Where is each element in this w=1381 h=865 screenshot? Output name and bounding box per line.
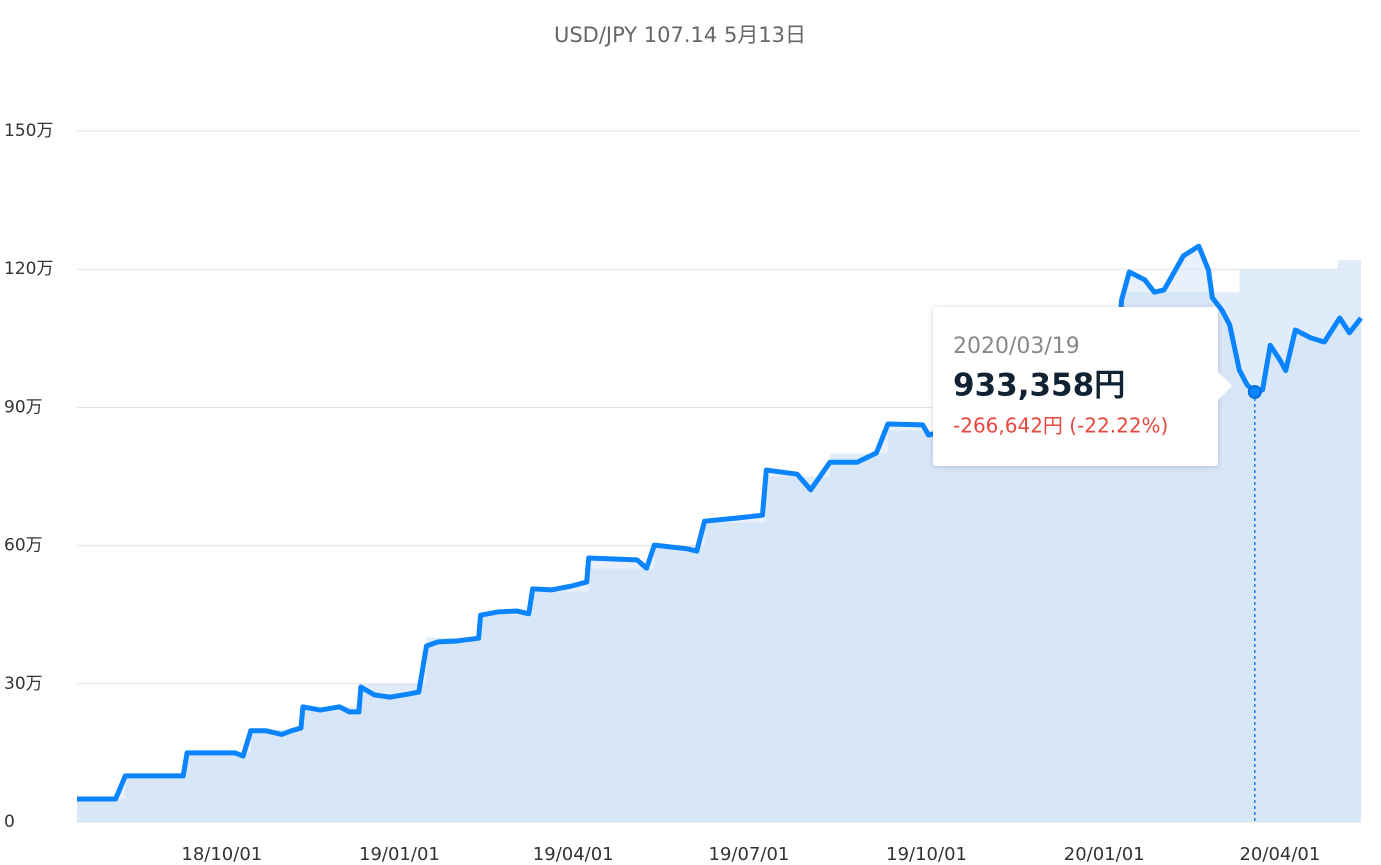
tooltip-arrow <box>1218 372 1232 400</box>
x-tick-label: 19/01/01 <box>359 844 440 865</box>
equity-area <box>77 246 1361 822</box>
y-tick-label: 120万 <box>4 259 53 279</box>
y-tick-label: 90万 <box>4 397 43 417</box>
hover-point <box>1247 385 1262 400</box>
chart-title: USD/JPY 107.14 5月13日 <box>554 23 806 47</box>
x-tick-label: 20/01/01 <box>1064 844 1145 865</box>
equity-line <box>77 243 1363 802</box>
x-tick-label: 18/10/01 <box>181 844 262 865</box>
x-tick-label: 19/04/01 <box>533 844 614 865</box>
y-tick-label: 0 <box>4 812 15 832</box>
y-tick-label: 150万 <box>4 121 53 141</box>
tooltip-date: 2020/03/19 <box>953 334 1080 359</box>
x-tick-label: 20/04/01 <box>1239 844 1320 865</box>
tooltip: 2020/03/19 933,358円 -266,642円 (-22.22%) <box>933 307 1232 466</box>
tooltip-change: -266,642円 (-22.22%) <box>953 414 1168 438</box>
tooltip-box <box>933 307 1218 466</box>
y-tick-label: 30万 <box>4 674 43 694</box>
x-tick-label: 19/07/01 <box>709 844 790 865</box>
y-tick-label: 60万 <box>4 536 43 556</box>
x-tick-label: 19/10/01 <box>886 844 967 865</box>
tooltip-value: 933,358円 <box>953 368 1125 404</box>
